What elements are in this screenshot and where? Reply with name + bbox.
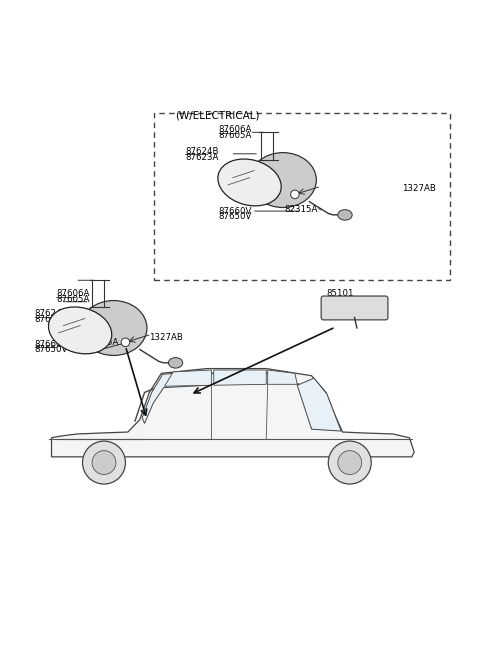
Text: 87623A: 87623A: [35, 315, 68, 324]
Text: 87624B: 87624B: [35, 309, 68, 318]
Ellipse shape: [80, 300, 147, 356]
Ellipse shape: [121, 338, 130, 346]
PathPatch shape: [165, 370, 211, 386]
Ellipse shape: [168, 358, 183, 368]
Text: (W/ELECTRICAL): (W/ELECTRICAL): [176, 110, 260, 121]
Text: 82315A: 82315A: [85, 338, 118, 347]
Text: 87650V: 87650V: [218, 213, 252, 221]
Circle shape: [338, 451, 362, 474]
Text: 87623A: 87623A: [185, 153, 218, 161]
Text: 87605A: 87605A: [218, 131, 252, 140]
Text: 85101: 85101: [326, 289, 353, 298]
Text: 87606A: 87606A: [56, 289, 90, 298]
Circle shape: [92, 451, 116, 474]
Ellipse shape: [218, 159, 281, 206]
Text: 1327AB: 1327AB: [149, 333, 183, 342]
Text: 87606A: 87606A: [218, 125, 252, 134]
Text: 87624B: 87624B: [185, 147, 218, 156]
Text: 1327AB: 1327AB: [402, 184, 436, 193]
FancyBboxPatch shape: [321, 296, 388, 320]
PathPatch shape: [268, 370, 297, 384]
PathPatch shape: [214, 370, 266, 385]
Text: 87660V: 87660V: [35, 340, 68, 349]
Ellipse shape: [250, 153, 316, 207]
Ellipse shape: [48, 307, 112, 354]
Text: 87660V: 87660V: [218, 207, 252, 216]
Text: 87605A: 87605A: [56, 295, 90, 304]
Circle shape: [83, 441, 125, 484]
Ellipse shape: [338, 210, 352, 220]
Text: 87650V: 87650V: [35, 346, 68, 354]
PathPatch shape: [297, 378, 341, 431]
PathPatch shape: [51, 369, 414, 457]
PathPatch shape: [142, 371, 206, 423]
Text: 82315A: 82315A: [284, 205, 318, 214]
Ellipse shape: [290, 190, 299, 199]
Circle shape: [328, 441, 371, 484]
